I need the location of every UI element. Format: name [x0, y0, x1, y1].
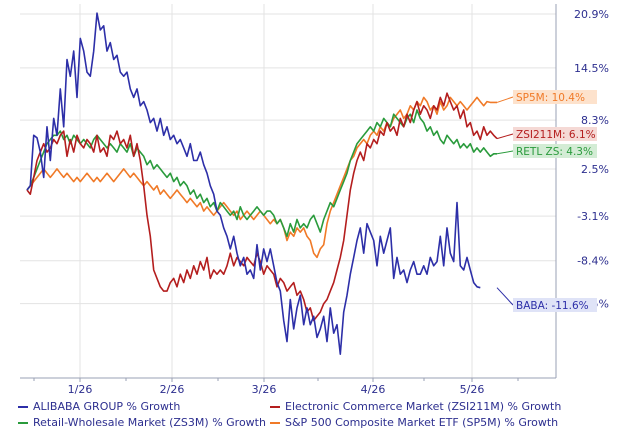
legend-swatch-alibaba [18, 405, 28, 408]
x-tick-label: 5/26 [460, 383, 485, 396]
series-line-0 [26, 12, 481, 356]
end-label-text: BABA: -11.6% [516, 300, 589, 312]
legend-label-alibaba: ALIBABA GROUP % Growth [33, 400, 181, 413]
legend-item-sp500: S&P 500 Composite Market ETF (SP5M) % Gr… [270, 416, 558, 429]
legend-label-sp500: S&P 500 Composite Market ETF (SP5M) % Gr… [285, 416, 559, 429]
end-labels: BABA: -11.6% ZSI211M: 6.1% RETL ZS: 4.3% SP… [496, 90, 597, 312]
legend-swatch-ecommerce [270, 405, 280, 408]
end-label-connector [496, 133, 514, 140]
end-label-text: SP5M: 10.4% [516, 92, 585, 104]
end-label-box [513, 127, 597, 141]
y-tick-label: -8.4% [577, 255, 609, 268]
x-tick-label: 4/26 [361, 383, 386, 396]
legend: ALIBABA GROUP % Growth Electronic Commer… [0, 396, 620, 431]
legend-item-alibaba: ALIBABA GROUP % Growth [18, 400, 180, 413]
line-chart: 1/26 2/26 3/26 4/26 5/26 20.9% 14.5% 8.3% 2.5% -… [0, 0, 620, 396]
series-lines [26, 12, 498, 356]
end-label-connector [496, 287, 514, 306]
end-label-box [513, 144, 597, 158]
end-label-connector [496, 150, 514, 155]
plot-background [0, 0, 620, 396]
x-axis-ticks: 1/26 2/26 3/26 4/26 5/26 [33, 378, 519, 396]
end-label-text: ZSI211M: 6.1% [516, 129, 596, 141]
legend-swatch-retail [18, 421, 28, 424]
end-label-box [513, 298, 597, 312]
y-tick-label: 20.9% [574, 8, 609, 21]
x-tick-label: 1/26 [68, 383, 93, 396]
legend-swatch-sp500 [270, 421, 280, 424]
end-label-box [513, 90, 597, 104]
series-line-1 [26, 92, 498, 322]
legend-item-ecommerce: Electronic Commerce Market (ZSI211M) % G… [270, 400, 561, 413]
series-line-2 [26, 109, 497, 238]
y-tick-label: 8.3% [581, 114, 609, 127]
end-label-connector [496, 96, 514, 103]
end-label-text: RETL ZS: 4.3% [516, 146, 593, 158]
y-tick-label: 2.5% [581, 163, 609, 176]
x-tick-label: 2/26 [160, 383, 185, 396]
x-tick-label: 3/26 [252, 383, 277, 396]
legend-item-retail: Retail-Wholesale Market (ZS3M) % Growth [18, 416, 266, 429]
y-tick-label: -3.1% [577, 210, 609, 223]
grid-lines [20, 4, 556, 378]
legend-label-ecommerce: Electronic Commerce Market (ZSI211M) % G… [285, 400, 562, 413]
y-tick-label: 14.5% [574, 62, 609, 75]
axes [20, 4, 557, 379]
legend-label-retail: Retail-Wholesale Market (ZS3M) % Growth [33, 416, 266, 429]
